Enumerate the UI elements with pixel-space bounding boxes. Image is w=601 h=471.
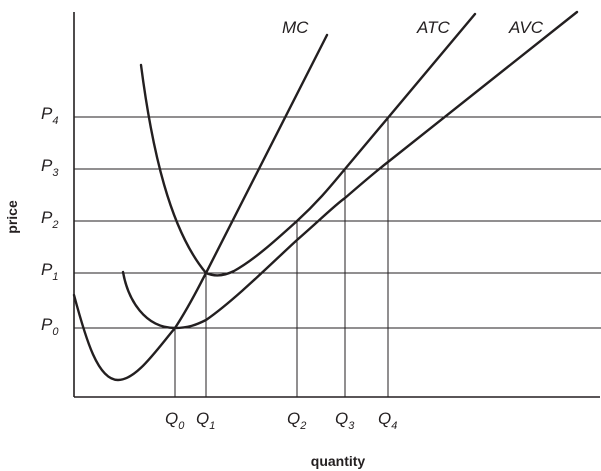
price-label-p0: P0 [41, 315, 59, 338]
quantity-label-q0: Q0 [165, 409, 185, 432]
price-label-p4: P4 [41, 104, 58, 127]
price-label-p2: P2 [41, 208, 58, 231]
quantity-label-q1: Q1 [196, 409, 215, 432]
mc-label: MC [282, 18, 309, 37]
quantity-label-q2: Q2 [287, 409, 306, 432]
atc-label: ATC [416, 18, 450, 37]
price-label-p3: P3 [41, 156, 59, 179]
avc-curve [121, 10, 579, 330]
avc-label: AVC [508, 18, 544, 37]
mc-curve [72, 33, 329, 382]
quantity-label-q3: Q3 [335, 409, 355, 432]
y-axis-title: price [4, 200, 20, 234]
x-axis-title: quantity [311, 453, 366, 469]
atc-curve [139, 12, 477, 277]
price-label-p1: P1 [41, 260, 58, 283]
quantity-label-q4: Q4 [378, 409, 397, 432]
